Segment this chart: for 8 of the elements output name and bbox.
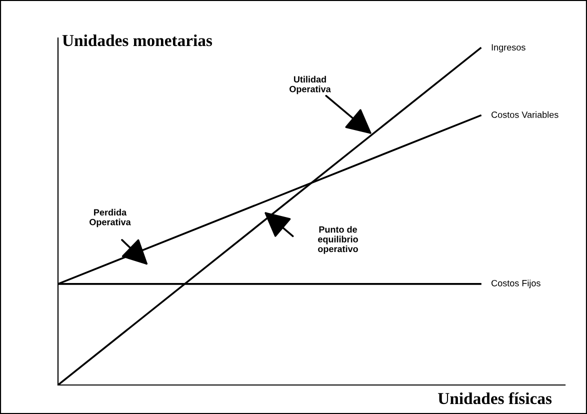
y-axis-title: Unidades monetarias xyxy=(62,34,212,46)
series-label: Costos Fijos xyxy=(492,280,540,288)
x-axis-title: Unidades físicas xyxy=(438,392,552,404)
annotation: Utilidad Operativa xyxy=(290,76,331,94)
series-label: Ingresos xyxy=(492,44,526,52)
annotation: Perdida Operativa xyxy=(90,208,131,228)
annotation: Punto de equilibrio operativo xyxy=(318,226,358,254)
series-label: Costos Variables xyxy=(492,111,558,118)
